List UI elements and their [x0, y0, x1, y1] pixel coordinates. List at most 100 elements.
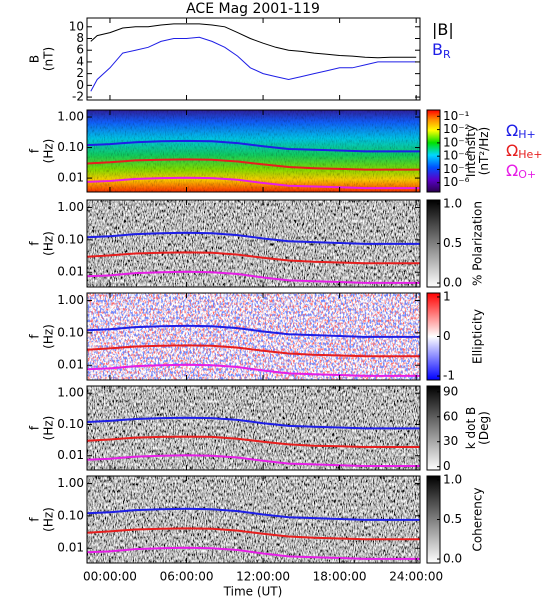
y-axis-label: (nT): [42, 47, 56, 71]
series-line: [90, 23, 417, 59]
y-tick-label: 6: [76, 43, 84, 57]
y-tick-label: 1.00: [57, 386, 84, 400]
y-tick-label: 1.00: [57, 293, 84, 307]
colorbar-tick-label: 1.0: [443, 196, 462, 210]
y-tick-label: 0.01: [57, 358, 84, 372]
plot-frame: [86, 17, 421, 101]
colorbar-tick-label: 0.0: [443, 276, 462, 290]
y-tick-label: 10: [69, 19, 84, 33]
y-tick-label: 1.00: [57, 200, 84, 214]
plot-frame: [86, 109, 421, 193]
y-tick-label: 0.10: [57, 508, 84, 522]
y-tick-label: 0.01: [57, 448, 84, 462]
y-tick-label: 0.01: [57, 541, 84, 555]
x-axis-label: Time (UT): [223, 585, 283, 599]
series-line: [90, 36, 417, 92]
legend-entry: ΩH+: [506, 121, 536, 142]
plot-frame: [86, 292, 421, 381]
y-tick-label: -2: [72, 90, 84, 104]
x-tick-label: 00:00:00: [83, 570, 137, 584]
legend-label: Ω: [506, 121, 518, 140]
y-tick-label: 0.10: [57, 232, 84, 246]
colorbar-label: (Deg): [477, 411, 491, 445]
plot-frame: [86, 475, 421, 564]
series-line: [86, 363, 420, 377]
y-axis-label: f: [28, 517, 42, 522]
colorbar-tick-label: 0: [443, 329, 451, 343]
y-tick-label: 0.01: [57, 171, 84, 185]
x-tick-label: 24:00:00: [389, 570, 443, 584]
series-line: [86, 158, 420, 171]
y-tick-label: 0: [76, 78, 84, 92]
colorbar-label: k dot B: [464, 407, 478, 449]
y-axis-label: (Hz): [42, 416, 56, 441]
colorbar-tick-label: 10⁻³: [443, 135, 470, 149]
series-line: [86, 435, 420, 448]
y-axis-label: (Hz): [42, 507, 56, 532]
colorbar-tick-label: 0.5: [443, 236, 462, 250]
y-tick-label: 1.00: [57, 110, 84, 124]
plot-frame: [86, 199, 421, 288]
series-line: [86, 546, 420, 560]
colorbar-tick-label: 0.0: [443, 552, 462, 566]
y-axis-label: (Hz): [42, 139, 56, 164]
y-tick-label: 4: [76, 54, 84, 68]
series-line: [86, 527, 420, 541]
series-line: [86, 344, 420, 358]
colorbar-tick-label: 0: [443, 459, 451, 473]
colorbar-tick-label: 60: [443, 409, 458, 423]
legend-entry: ΩO+: [506, 161, 536, 182]
series-line: [86, 416, 420, 430]
y-axis-label: f: [28, 334, 42, 339]
colorbar-tick-label: 0.5: [443, 512, 462, 526]
series-line: [86, 231, 420, 245]
x-tick-label: 12:00:00: [236, 570, 290, 584]
colorbar-tick-label: 90: [443, 384, 458, 398]
colorbar-tick-label: 10⁻⁴: [443, 149, 470, 163]
colorbar-label: Ellipticity: [471, 309, 485, 364]
y-axis-label: B: [28, 55, 42, 63]
legend-subscript: He+: [518, 148, 542, 161]
colorbar-label: Intensity: [464, 125, 478, 177]
colorbar-label: % Polarization: [471, 201, 485, 286]
legend-entry: BR: [432, 40, 451, 62]
series-line: [86, 324, 420, 338]
colorbar-tick-label: 10⁻⁶: [443, 175, 470, 189]
series-line: [86, 139, 420, 153]
y-tick-label: 1.00: [57, 476, 84, 490]
y-axis-label: (Hz): [42, 324, 56, 349]
legend-label: Ω: [506, 161, 518, 180]
legend-subscript: O+: [518, 168, 536, 181]
y-tick-label: 0.10: [57, 140, 84, 154]
y-tick-label: 2: [76, 66, 84, 80]
colorbar-tick-label: 1.0: [443, 472, 462, 486]
legend-subscript: R: [443, 48, 451, 61]
y-axis-label: f: [28, 241, 42, 246]
y-axis-label: f: [28, 425, 42, 430]
colorbar-tick-label: 10⁻²: [443, 122, 470, 136]
plot-frame: [86, 385, 421, 471]
colorbar-label: (nT²/Hz): [477, 127, 491, 175]
y-tick-label: 0.10: [57, 417, 84, 431]
series-line: [86, 507, 420, 521]
x-tick-label: 06:00:00: [160, 570, 214, 584]
y-axis-label: f: [28, 148, 42, 153]
colorbar-tick-label: 10⁻¹: [443, 109, 470, 123]
colorbar: [426, 109, 441, 193]
colorbar-tick-label: 10⁻⁵: [443, 162, 470, 176]
legend-label: Ω: [506, 141, 518, 160]
series-line: [86, 270, 420, 284]
chart-title: ACE Mag 2001-119: [186, 1, 320, 17]
series-line: [86, 454, 420, 467]
legend-label: |B|: [432, 20, 454, 39]
legend-entry: ΩHe+: [506, 141, 543, 162]
series-line: [86, 176, 420, 190]
colorbar-tick-label: 1: [443, 289, 451, 303]
x-tick-label: 18:00:00: [313, 570, 367, 584]
y-tick-label: 8: [76, 31, 84, 45]
y-tick-label: 0.10: [57, 325, 84, 339]
legend-label: B: [432, 40, 443, 59]
series-line: [86, 251, 420, 265]
